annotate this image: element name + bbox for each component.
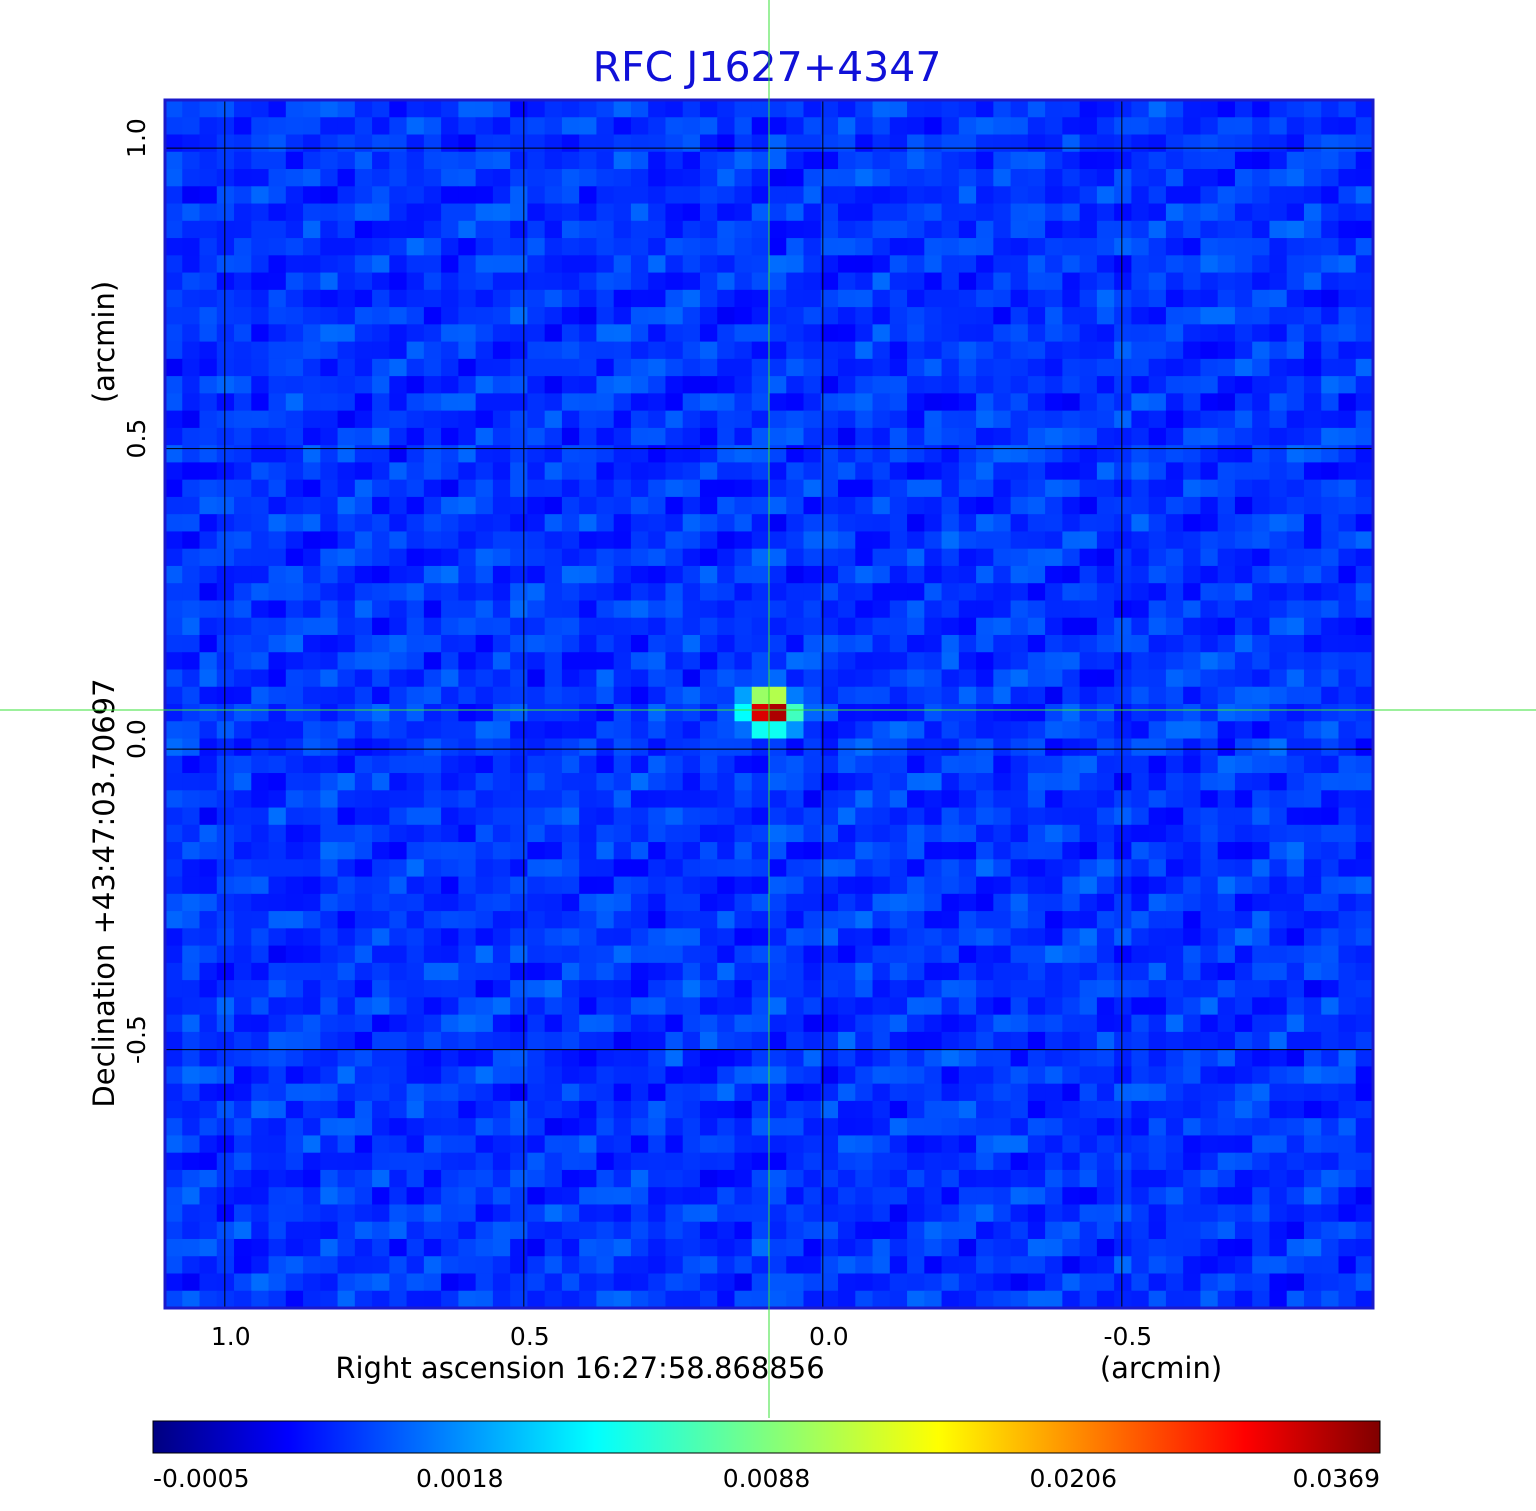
colorbar-tick-label: 0.0206	[1030, 1464, 1117, 1493]
y-tick-label: 1.0	[122, 118, 151, 158]
x-tick-label: 0.0	[809, 1322, 849, 1351]
y-tick-label: -0.5	[122, 1015, 151, 1064]
y-tick-label: 0.0	[122, 719, 151, 759]
colorbar: -0.0005 0.0018 0.0088 0.0206 0.0369	[152, 1420, 1381, 1493]
x-tick-label: -0.5	[1103, 1322, 1152, 1351]
y-axis-label: Declination +43:47:03.70697	[87, 678, 121, 1107]
y-axis-unit: (arcmin)	[87, 281, 121, 403]
colorbar-tick-labels: -0.0005 0.0018 0.0088 0.0206 0.0369	[153, 1464, 1380, 1493]
x-axis-unit: (arcmin)	[1100, 1351, 1222, 1385]
heatmap-plot	[163, 98, 1375, 1310]
x-tick-label: 1.0	[211, 1322, 251, 1351]
x-tick-labels: 1.0 0.5 0.0 -0.5	[211, 1322, 1152, 1351]
colorbar-gradient	[152, 1420, 1381, 1454]
colorbar-tick-label: 0.0369	[1293, 1464, 1380, 1493]
y-tick-label: 0.5	[122, 419, 151, 459]
colorbar-tick-label: 0.0018	[416, 1464, 503, 1493]
y-tick-labels: 1.0 0.5 0.0 -0.5	[122, 118, 151, 1064]
x-tick-label: 0.5	[510, 1322, 550, 1351]
colorbar-tick-label: 0.0088	[723, 1464, 810, 1493]
x-axis-label: Right ascension 16:27:58.868856	[335, 1351, 824, 1385]
colorbar-tick-label: -0.0005	[153, 1464, 250, 1493]
crosshair	[0, 0, 1536, 1418]
chart-title: RFC J1627+4347	[593, 43, 942, 91]
